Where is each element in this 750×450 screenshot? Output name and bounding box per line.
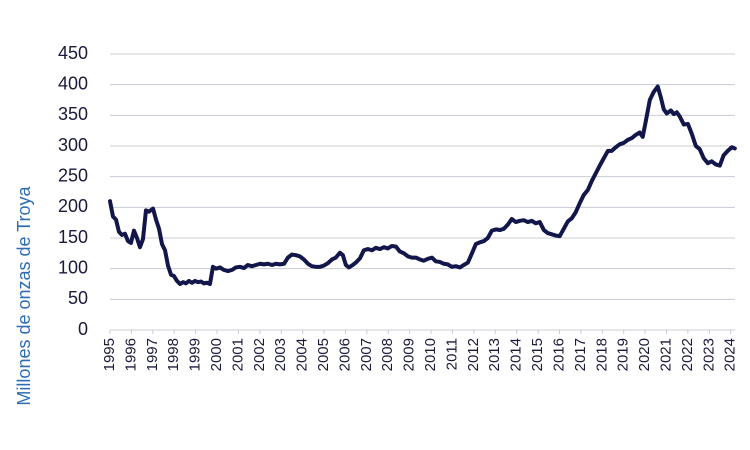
x-tick-label: 2009: [401, 338, 418, 371]
x-tick-label: 1999: [187, 338, 204, 371]
x-tick-label: 2022: [679, 338, 696, 371]
y-tick-label: 450: [58, 43, 88, 63]
x-tick-label: 1998: [165, 338, 182, 371]
y-tick-label: 250: [58, 165, 88, 185]
x-tick-label: 2016: [550, 338, 567, 371]
x-tick-label: 2020: [636, 338, 653, 371]
y-tick-label: 300: [58, 135, 88, 155]
x-tick-label: 2021: [657, 338, 674, 371]
x-tick-label: 2019: [615, 338, 632, 371]
y-tick-label: 350: [58, 104, 88, 124]
x-tick-label: 2008: [379, 338, 396, 371]
x-tick-label: 2006: [336, 338, 353, 371]
x-tick-label: 2010: [422, 338, 439, 371]
x-tick-label: 2018: [593, 338, 610, 371]
x-tick-label: 1995: [101, 338, 118, 371]
y-tick-label: 100: [58, 257, 88, 277]
x-tick-label: 2017: [572, 338, 589, 371]
x-tick-label: 2023: [700, 338, 717, 371]
y-tick-label: 0: [78, 319, 88, 339]
x-tick-label: 2024: [722, 338, 739, 371]
x-tick-label: 1996: [122, 338, 139, 371]
data-line: [108, 84, 737, 286]
x-tick-label: 2003: [272, 338, 289, 371]
y-tick-label: 400: [58, 73, 88, 93]
y-axis-label: Millones de onzas de Troya: [14, 185, 34, 405]
x-tick-label: 2002: [251, 338, 268, 371]
x-tick-label: 2007: [358, 338, 375, 371]
y-tick-label: 50: [68, 288, 88, 308]
x-tick-label: 2012: [465, 338, 482, 371]
y-tick-label: 200: [58, 196, 88, 216]
x-tick-label: 2000: [208, 338, 225, 371]
x-tick-label: 2013: [486, 338, 503, 371]
x-tick-label: 2014: [508, 338, 525, 371]
y-tick-label: 150: [58, 227, 88, 247]
x-tick-label: 2011: [443, 338, 460, 370]
x-tick-label: 2005: [315, 338, 332, 371]
x-tick-label: 2004: [294, 338, 311, 371]
x-tick-label: 2001: [229, 338, 246, 371]
x-tick-label: 2015: [529, 338, 546, 371]
x-tick-label: 1997: [144, 338, 161, 371]
